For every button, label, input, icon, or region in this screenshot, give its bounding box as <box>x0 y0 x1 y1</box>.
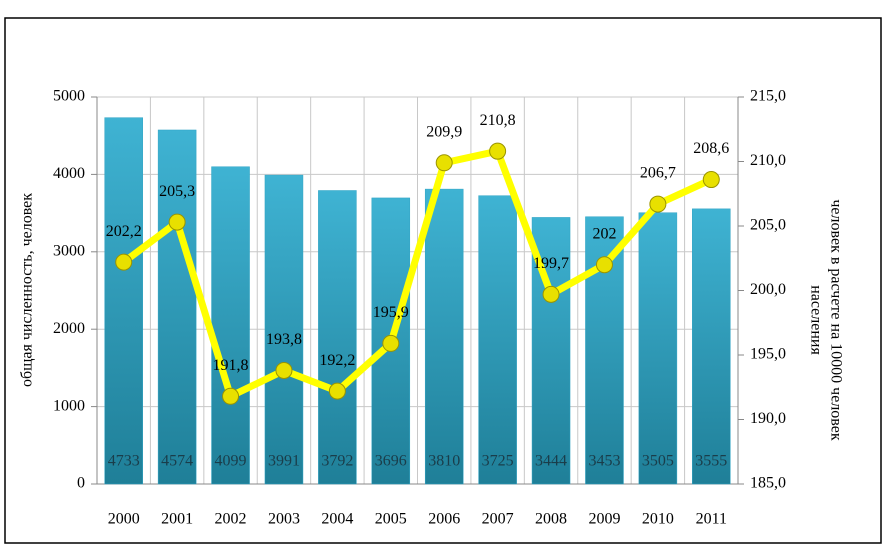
line-value-label: 205,3 <box>159 183 195 200</box>
y2-tick-label: 195,0 <box>750 346 786 363</box>
y2-tick-label: 200,0 <box>750 281 786 298</box>
y-tick-label: 1000 <box>53 397 85 414</box>
line-value-label: 192,2 <box>319 352 355 369</box>
bar-value-label: 3453 <box>588 453 620 470</box>
y-tick-label: 2000 <box>53 320 85 337</box>
line <box>121 147 713 400</box>
y2-tick-label: 215,0 <box>750 88 786 105</box>
bar-value-label: 4099 <box>215 453 247 470</box>
line-marker <box>168 213 186 231</box>
bar-value-label: 3991 <box>268 453 300 470</box>
bar <box>264 174 304 485</box>
line-marker <box>328 382 346 400</box>
x-tick-label: 2001 <box>161 511 193 528</box>
bar <box>157 129 197 485</box>
x-tick-label: 2011 <box>696 511 727 528</box>
y-tick-label: 3000 <box>53 242 85 259</box>
bar <box>424 188 464 485</box>
bar-value-label: 3810 <box>428 453 460 470</box>
line-marker <box>275 361 293 379</box>
line-marker <box>595 256 613 274</box>
x-tick-label: 2004 <box>321 511 353 528</box>
bar-value-label: 3444 <box>535 453 567 470</box>
bar <box>638 212 678 485</box>
line-marker <box>115 253 133 271</box>
y-axis-title: общая численность, человек <box>19 193 36 387</box>
line-marker <box>435 154 453 172</box>
bar-value-label: 3725 <box>482 453 514 470</box>
bar <box>211 166 250 485</box>
x-tick-label: 2002 <box>215 511 247 528</box>
line-marker <box>222 387 240 405</box>
y2-tick-label: 190,0 <box>750 410 786 427</box>
line-value-label: 199,7 <box>533 255 569 272</box>
y-tick-label: 5000 <box>53 88 85 105</box>
line-marker <box>489 142 507 160</box>
y2-tick-label: 185,0 <box>750 475 786 492</box>
line-value-label: 208,6 <box>693 140 729 157</box>
bar <box>692 208 731 485</box>
x-tick-label: 2009 <box>588 511 620 528</box>
bar-value-label: 4574 <box>161 453 193 470</box>
y2-tick-label: 210,0 <box>750 152 786 169</box>
bar-value-label: 3696 <box>375 453 407 470</box>
bar-value-label: 3505 <box>642 453 674 470</box>
x-tick-label: 2007 <box>482 511 514 528</box>
bar <box>104 117 143 485</box>
line-value-label: 202 <box>592 225 616 242</box>
bar <box>478 195 517 485</box>
x-tick-label: 2000 <box>108 511 140 528</box>
y-tick-label: 4000 <box>53 165 85 182</box>
x-tick-label: 2003 <box>268 511 300 528</box>
x-tick-label: 2010 <box>642 511 674 528</box>
x-tick-label: 2005 <box>375 511 407 528</box>
bar-value-label: 3792 <box>321 453 353 470</box>
line-value-label: 202,2 <box>106 223 142 240</box>
y2-tick-label: 205,0 <box>750 217 786 234</box>
line-marker <box>542 285 560 303</box>
line-marker <box>382 334 400 352</box>
line-value-label: 195,9 <box>373 304 409 321</box>
line-value-label: 193,8 <box>266 331 302 348</box>
y-tick-label: 0 <box>77 475 85 492</box>
line-value-label: 206,7 <box>640 165 676 182</box>
x-tick-label: 2008 <box>535 511 567 528</box>
bar-value-label: 4733 <box>108 453 140 470</box>
bar-value-label: 3555 <box>695 453 727 470</box>
line-value-label: 210,8 <box>480 112 516 129</box>
y2-axis-title: человек в расчете на 10000 человек <box>827 199 844 441</box>
line-value-label: 209,9 <box>426 123 462 140</box>
line-marker <box>702 171 720 189</box>
line-marker <box>649 195 667 213</box>
line-value-label: 191,8 <box>213 357 249 374</box>
bar <box>318 190 357 485</box>
y2-axis-title: населения <box>807 285 824 355</box>
x-tick-label: 2006 <box>428 511 460 528</box>
